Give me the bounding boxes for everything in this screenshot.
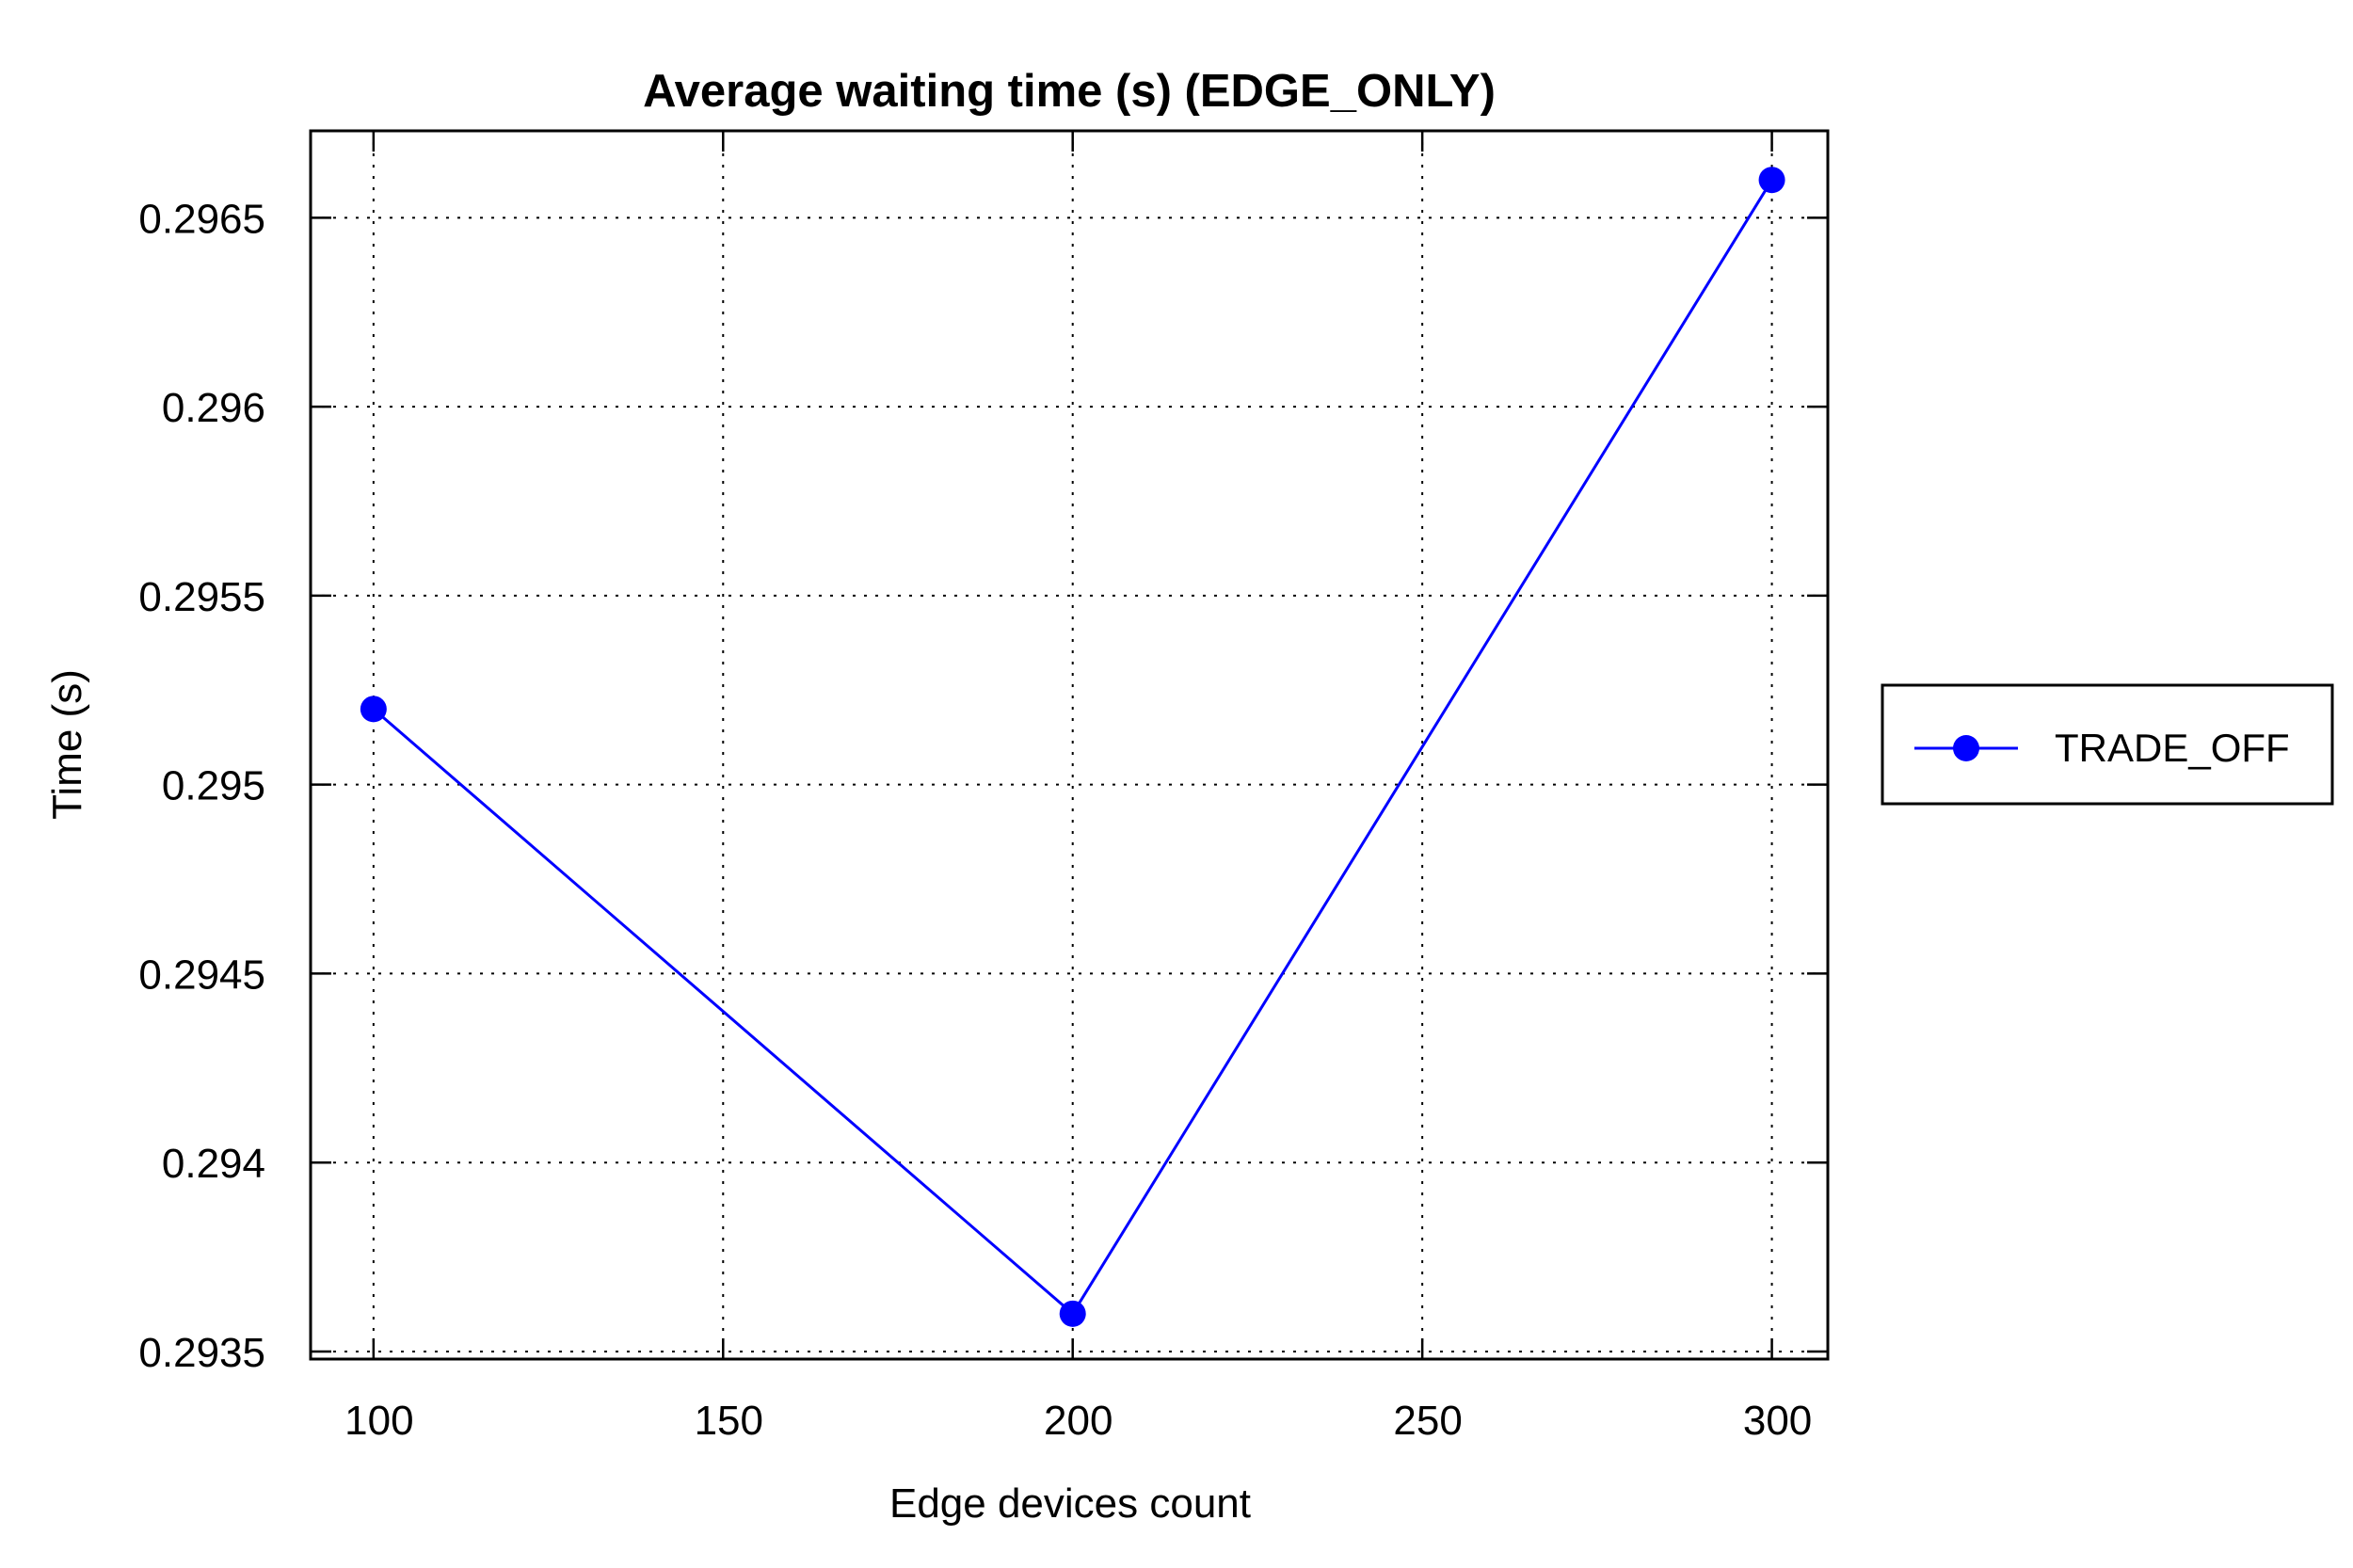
- y-tick-label: 0.294: [162, 1141, 265, 1187]
- data-point: [360, 696, 387, 723]
- series-line-trade-off: [372, 179, 1773, 1317]
- data-point: [1059, 1300, 1086, 1327]
- x-tick-label: 300: [1743, 1398, 1812, 1444]
- axis-ticks: [311, 131, 1828, 1359]
- x-tick-label: 200: [1044, 1398, 1112, 1444]
- y-tick-label: 0.2945: [138, 952, 265, 998]
- legend-marker-swatch: [1953, 735, 1979, 761]
- y-tick-label: 0.295: [162, 763, 265, 809]
- grid-lines: [311, 131, 1828, 1359]
- y-tick-label: 0.2935: [138, 1330, 265, 1376]
- x-tick-label: 150: [695, 1398, 763, 1444]
- data-series: [360, 167, 1785, 1327]
- legend-label-trade-off: TRADE_OFF: [2055, 726, 2290, 770]
- data-point: [1758, 167, 1785, 194]
- x-axis-label: Edge devices count: [889, 1480, 1251, 1527]
- chart-title: Average waiting time (s) (EDGE_ONLY): [643, 66, 1496, 117]
- legend: TRADE_OFF: [1881, 683, 2334, 806]
- y-tick-label: 0.2955: [138, 574, 265, 620]
- x-tick-label: 100: [344, 1398, 413, 1444]
- y-tick-label: 0.2965: [138, 196, 265, 242]
- y-axis-label: Time (s): [44, 669, 90, 820]
- x-tick-label: 250: [1393, 1398, 1462, 1444]
- tick-labels: 100 150 200 250 300 0.2935 0.294 0.2945 0.295 0.2…: [138, 196, 1812, 1444]
- plot-area-frame: [309, 129, 1830, 1361]
- y-tick-label: 0.296: [162, 385, 265, 431]
